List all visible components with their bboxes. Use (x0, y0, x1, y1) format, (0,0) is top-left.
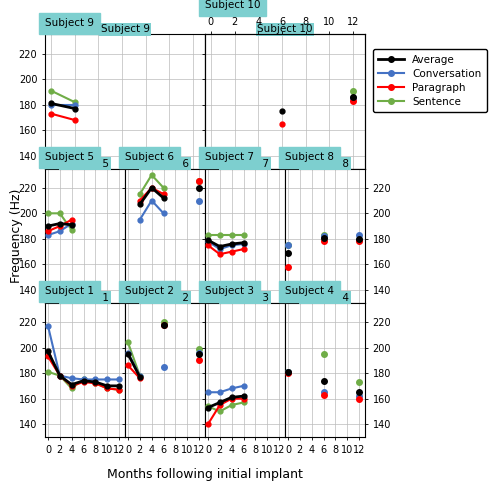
Text: Subject 5: Subject 5 (60, 159, 110, 168)
Text: Subject 4: Subject 4 (285, 286, 334, 297)
Text: Subject 10: Subject 10 (257, 25, 313, 34)
Text: Subject 9: Subject 9 (45, 18, 94, 28)
Text: Subject 7: Subject 7 (220, 159, 270, 168)
Text: Frequency (Hz): Frequency (Hz) (10, 189, 23, 283)
Text: Subject 5: Subject 5 (45, 152, 94, 162)
Text: Subject 6: Subject 6 (140, 159, 190, 168)
Text: Subject 1: Subject 1 (45, 286, 94, 297)
Text: Subject 8: Subject 8 (300, 159, 350, 168)
Text: Subject 2: Subject 2 (125, 286, 174, 297)
Text: Subject 10: Subject 10 (205, 0, 260, 10)
Text: Subject 9: Subject 9 (100, 25, 150, 34)
Text: Subject 3: Subject 3 (220, 293, 270, 303)
Legend: Average, Conversation, Paragraph, Sentence: Average, Conversation, Paragraph, Senten… (372, 50, 486, 112)
Text: Subject 3: Subject 3 (205, 286, 254, 297)
Text: Subject 1: Subject 1 (60, 293, 110, 303)
Text: Subject 8: Subject 8 (285, 152, 334, 162)
Text: Subject 2: Subject 2 (140, 293, 190, 303)
Text: Subject 7: Subject 7 (205, 152, 254, 162)
Text: Subject 6: Subject 6 (125, 152, 174, 162)
Text: Subject 4: Subject 4 (300, 293, 350, 303)
Text: Months following initial implant: Months following initial implant (107, 468, 303, 481)
